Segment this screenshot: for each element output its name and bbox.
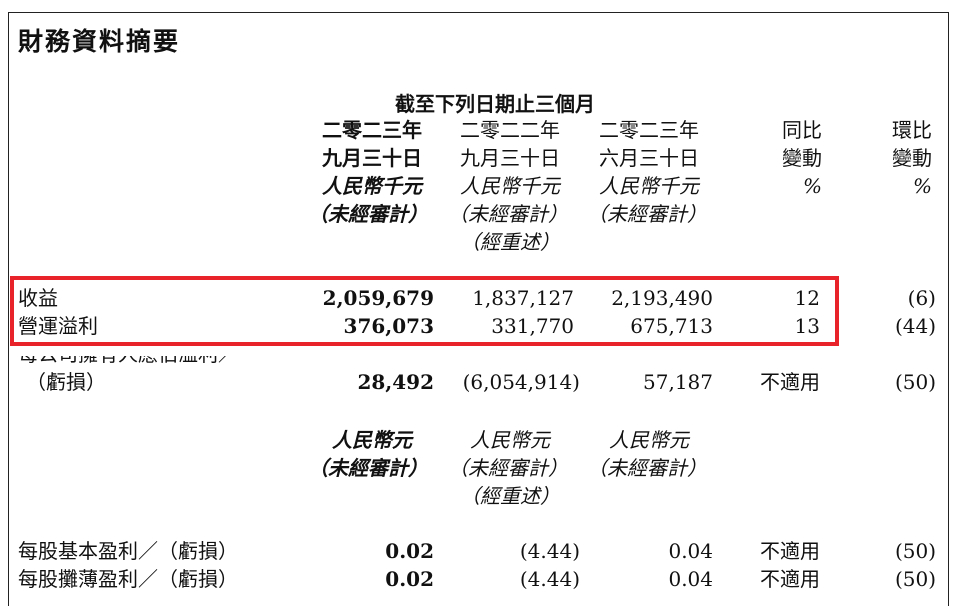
col2-year: 二零二二年 [460,118,560,142]
table-cell: 376,073 [343,314,434,338]
col4-line1: 同比 [782,118,822,142]
col3-audit: （未經審計） [587,202,707,226]
col2-currency: 人民幣千元 [460,174,560,198]
section-title: 財務資料摘要 [18,27,181,56]
col3-year: 二零二三年 [599,118,699,142]
col5-line2: 變動 [892,146,932,170]
eps-col2-audit: （未經審計） [448,456,568,480]
table-cell: 13 [794,314,820,338]
eps-col1-currency: 人民幣元 [332,428,412,452]
col3-currency: 人民幣千元 [599,174,699,198]
period-header: 截至下列日期止三個月 [395,92,595,116]
eps-col2-currency: 人民幣元 [470,428,550,452]
col4-line2: 變動 [782,146,822,170]
col5-line1: 環比 [892,118,932,142]
table-cell: 28,492 [357,370,434,394]
row-label-revenue: 收益 [18,286,58,310]
row-label-diluted-eps: 每股攤薄盈利／（虧損） [18,567,238,591]
table-cell: 675,713 [630,314,713,338]
row-label-operating-profit: 營運溢利 [18,314,98,338]
row-label-basic-eps: 每股基本盈利／（虧損） [18,539,238,563]
table-cell: (6,054,914) [462,370,580,394]
table-cell: 2,059,679 [322,286,434,310]
col1-year: 二零二三年 [322,118,422,142]
table-cell: (4.44) [519,567,580,591]
table-cell: 0.04 [668,539,713,563]
col2-restated: （經重述） [460,230,560,254]
table-cell: (50) [894,370,936,394]
eps-col2-restated: （經重述） [460,484,560,508]
table-cell: (50) [894,567,936,591]
eps-col1-audit: （未經審計） [308,456,428,480]
table-cell: 57,187 [643,370,713,394]
table-cell: 不適用 [760,370,820,394]
table-cell: (44) [894,314,936,338]
col1-date: 九月三十日 [322,146,422,170]
col4-unit: % [802,174,822,198]
highlight-box [10,276,839,346]
table-cell: (50) [894,539,936,563]
col1-currency: 人民幣千元 [322,174,422,198]
table-cell: (6) [907,286,936,310]
table-cell: 不適用 [760,567,820,591]
label-clip [10,346,310,356]
table-cell: 1,837,127 [472,286,574,310]
row-label-attributable-profit-line2: （虧損） [26,370,106,394]
table-cell: 2,193,490 [611,286,713,310]
table-frame [8,12,949,606]
table-cell: 0.02 [385,567,434,591]
table-cell: 0.04 [668,567,713,591]
col3-date: 六月三十日 [599,146,699,170]
table-cell: 0.02 [385,539,434,563]
table-cell: 12 [794,286,820,310]
col2-date: 九月三十日 [460,146,560,170]
eps-col3-audit: （未經審計） [587,456,707,480]
col1-audit: （未經審計） [308,202,428,226]
table-cell: 331,770 [491,314,574,338]
col2-audit: （未經審計） [448,202,568,226]
table-cell: (4.44) [519,539,580,563]
table-cell: 不適用 [760,539,820,563]
eps-col3-currency: 人民幣元 [609,428,689,452]
col5-unit: % [912,174,932,198]
